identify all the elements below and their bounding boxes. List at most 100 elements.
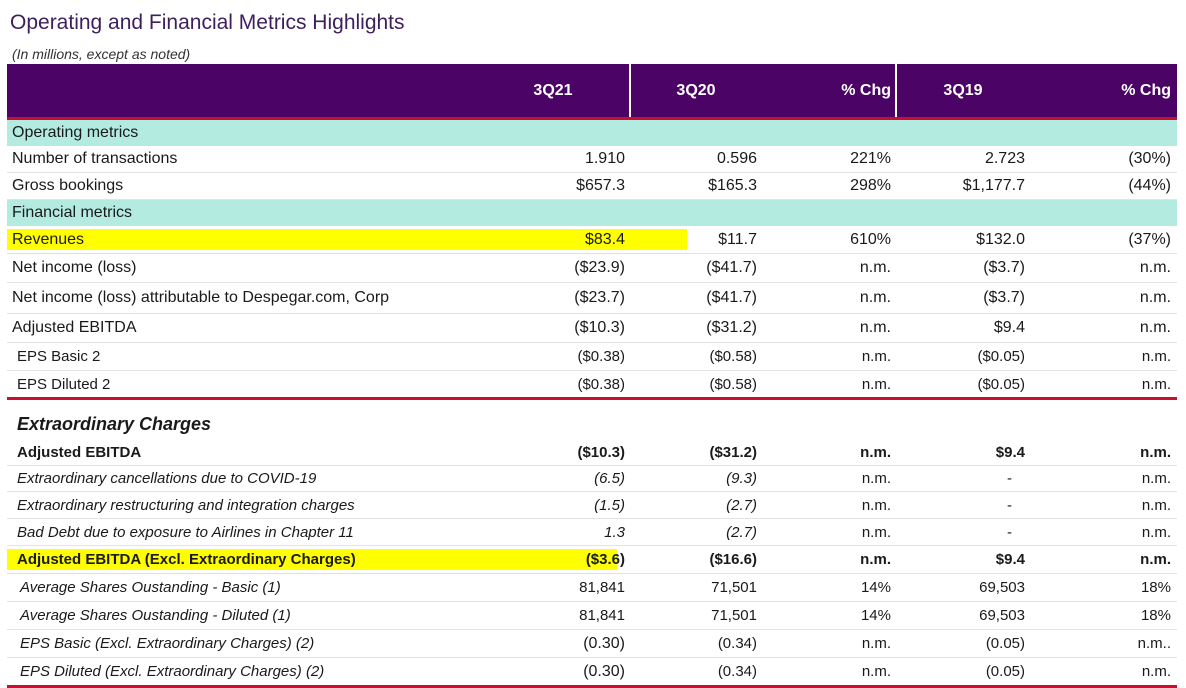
row-label: EPS Diluted 2 [17,375,111,393]
cell-pct-chg-1: 14% [860,579,891,596]
cell-pct-chg-1: n.m. [861,348,891,365]
col-header-3q21: 3Q21 [533,82,573,99]
cell-3q20: ($31.2) [709,443,757,461]
row-label: EPS Basic 2 [17,348,101,365]
cell-3q19: ($0.05) [977,375,1025,393]
cell-3q20: ($0.58) [709,375,757,393]
cell-pct-chg-2: (44%) [1128,177,1171,194]
row-label: Revenues [12,230,85,248]
cell-3q19: 2.723 [984,150,1025,167]
cell-3q19: ($3.7) [983,289,1025,306]
cell-pct-chg-2: (37%) [1128,230,1171,248]
table-row: EPS Diluted 2 ($0.38) ($0.58) n.m. ($0.0… [7,371,1177,397]
cell-pct-chg-1: n.m. [861,375,891,393]
cell-3q21: $657.3 [576,177,625,194]
section-rule [7,397,1177,400]
highlight-marker [7,549,617,570]
table-row-highlighted: Adjusted EBITDA (Excl. Extraordinary Cha… [7,546,1177,574]
col-header-pct-chg-1: % Chg [841,82,891,99]
header-rule [7,117,1177,120]
table-row: Gross bookings $657.3 $165.3 298% $1,177… [7,173,1177,200]
table-row: EPS Basic (Excl. Extraordinary Charges) … [7,630,1177,658]
row-label: Net income (loss) [12,259,137,276]
row-label: Extraordinary cancellations due to COVID… [17,470,317,487]
cell-pct-chg-2: n.m. [1140,443,1171,461]
cell-pct-chg-2: n.m.. [1137,635,1171,652]
col-header-pct-chg-2: % Chg [1121,82,1171,99]
page-title: Operating and Financial Metrics Highligh… [10,11,405,34]
cell-3q21: 81,841 [579,579,625,596]
cell-pct-chg-2: 18% [1140,579,1171,596]
cell-3q19: - [1007,523,1012,541]
cell-3q20: 71,501 [711,579,757,596]
cell-pct-chg-2: (30%) [1128,150,1171,167]
cell-3q21: (1.5) [594,496,625,514]
section-operating: Operating metrics [7,120,1177,146]
cell-3q20: ($16.6) [709,551,757,568]
cell-3q19: (0.05) [985,663,1025,680]
cell-3q21: 1.3 [604,523,625,541]
cell-3q21: $83.4 [584,230,625,248]
cell-3q19: ($3.7) [983,259,1025,276]
metrics-table: 3Q21 3Q20 % Chg 3Q19 % Chg Operating met… [7,64,1177,688]
row-label: Net income (loss) attributable to Despeg… [12,289,390,306]
cell-pct-chg-1: n.m. [859,259,891,276]
cell-3q21: ($3.6) [585,551,625,568]
cell-3q20: (0.34) [717,663,757,680]
row-label: EPS Diluted (Excl. Extraordinary Charges… [20,663,325,680]
cell-pct-chg-2: 18% [1140,607,1171,624]
row-label: Bad Debt due to exposure to Airlines in … [17,523,354,541]
cell-3q20: (2.7) [726,523,757,541]
table-row: Adjusted EBITDA ($10.3) ($31.2) n.m. $9.… [7,439,1177,466]
section-heading: Extraordinary Charges [17,414,212,434]
cell-3q20: 0.596 [716,150,757,167]
cell-3q19: 69,503 [979,607,1025,624]
table-row: Extraordinary restructuring and integrat… [7,492,1177,519]
row-label: Number of transactions [12,150,178,167]
cell-pct-chg-2: n.m. [1141,523,1171,541]
cell-3q20: (2.7) [726,496,757,514]
page-subtitle: (In millions, except as noted) [12,46,191,62]
row-label: EPS Basic (Excl. Extraordinary Charges) … [20,635,315,652]
cell-pct-chg-2: n.m. [1139,289,1171,306]
table-row: Extraordinary cancellations due to COVID… [7,466,1177,492]
cell-3q19: ($0.05) [977,348,1025,365]
cell-3q19: $9.4 [993,319,1025,336]
table-row: Number of transactions 1.910 0.596 221% … [7,146,1177,173]
row-label: Average Shares Oustanding - Basic (1) [20,579,281,596]
cell-pct-chg-2: n.m. [1139,259,1171,276]
section-label: Operating metrics [12,124,139,141]
cell-3q19: - [1007,496,1012,514]
cell-3q19: $9.4 [995,551,1025,568]
cell-3q19: - [1007,470,1012,487]
header-divider [895,64,897,117]
cell-pct-chg-1: 14% [860,607,891,624]
row-label: Adjusted EBITDA [12,319,137,336]
cell-3q21: (0.30) [583,634,625,652]
section-financial: Financial metrics [7,200,1177,226]
cell-3q20: ($41.7) [706,259,757,276]
table-row: Average Shares Oustanding - Diluted (1) … [7,602,1177,630]
section-label: Financial metrics [12,204,133,221]
cell-pct-chg-1: 298% [850,177,891,194]
cell-3q19: $1,177.7 [962,177,1025,194]
cell-3q21: ($0.38) [577,375,625,393]
cell-pct-chg-1: n.m. [861,523,891,541]
cell-3q20: ($0.58) [709,348,757,365]
cell-pct-chg-1: n.m. [859,289,891,306]
cell-3q19: $132.0 [976,230,1025,248]
cell-3q20: $11.7 [718,230,757,248]
table-row-highlighted: Revenues $83.4 $11.7 610% $132.0 (37%) [7,226,1177,254]
cell-3q21: ($23.9) [574,259,625,276]
cell-pct-chg-1: n.m. [861,663,891,680]
table-row: Adjusted EBITDA ($10.3) ($31.2) n.m. $9.… [7,314,1177,343]
section-extraordinary: Extraordinary Charges [7,400,1177,439]
row-label: Adjusted EBITDA (Excl. Extraordinary Cha… [17,551,356,568]
cell-pct-chg-2: n.m. [1141,470,1171,487]
cell-3q20: ($41.7) [706,289,757,306]
cell-3q20: (0.34) [717,635,757,652]
highlight-marker [7,229,687,250]
cell-pct-chg-1: 221% [850,150,891,167]
row-label: Extraordinary restructuring and integrat… [17,496,355,514]
cell-pct-chg-2: n.m. [1141,496,1171,514]
